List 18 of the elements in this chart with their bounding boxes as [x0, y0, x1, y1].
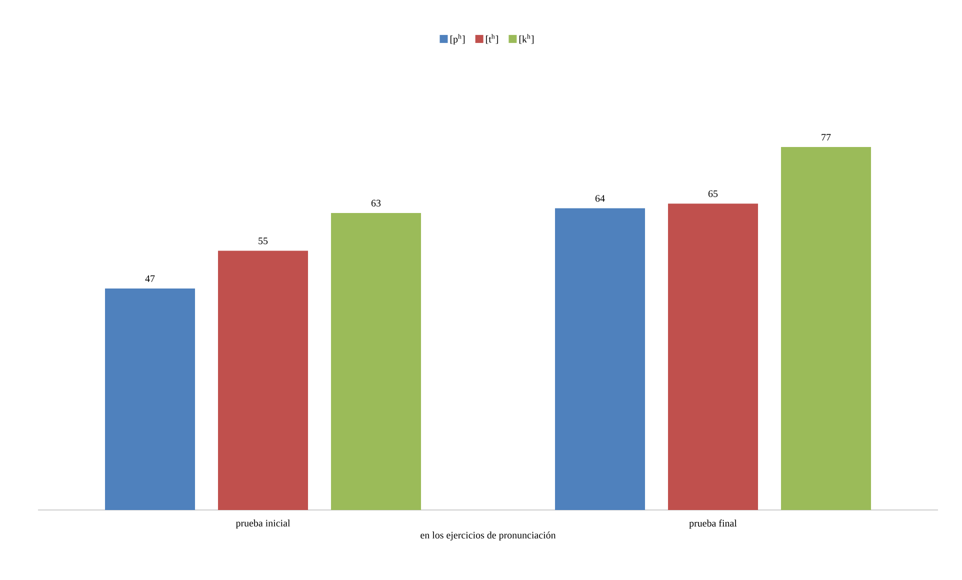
x-tick-label: prueba final: [689, 520, 737, 529]
legend-label: [p$^{h}$]: [450, 34, 465, 45]
x-tick-label: prueba inicial: [236, 520, 290, 529]
data-label: 47: [145, 275, 155, 282]
data-label: 65: [708, 190, 718, 198]
legend-label: [t$^{h}$]: [486, 34, 498, 44]
x-axis-title: en los ejercicios de pronunciación: [420, 531, 556, 541]
data-label: 63: [371, 200, 381, 206]
bar: [668, 204, 758, 510]
data-label: 77: [822, 134, 831, 141]
bar: [331, 213, 422, 510]
bar: [105, 288, 196, 510]
bar: [555, 208, 646, 510]
bar: [781, 147, 872, 510]
legend-label: [k$^{h}$]: [519, 34, 534, 44]
data-label: 55: [258, 238, 268, 244]
data-label: 64: [595, 195, 605, 202]
bar: [218, 250, 308, 510]
